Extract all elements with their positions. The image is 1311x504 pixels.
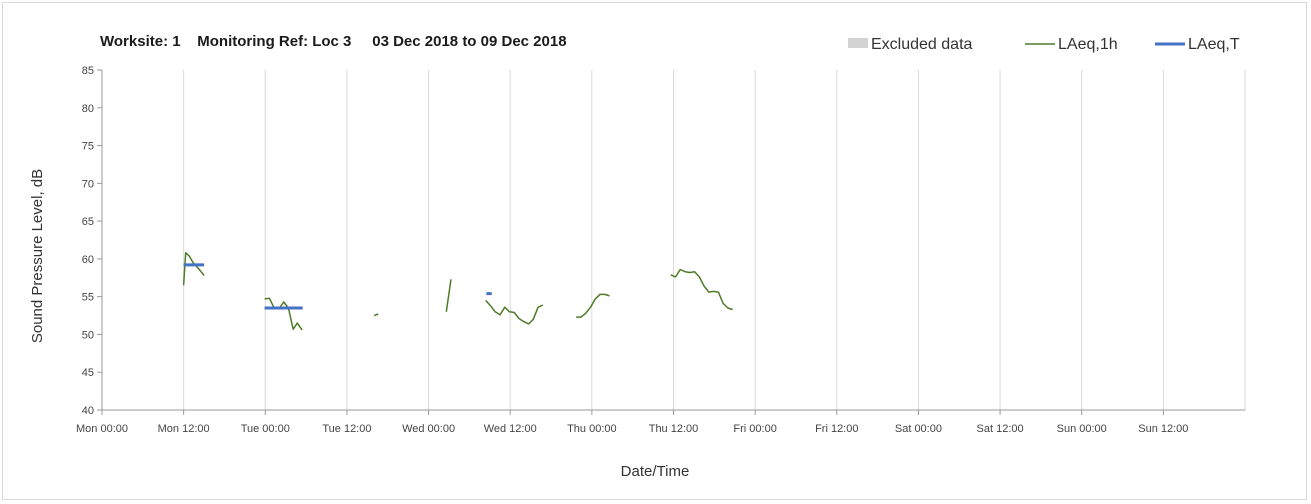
legend-label: LAeq,1h <box>1058 36 1118 53</box>
x-tick-label: Sat 00:00 <box>895 423 942 435</box>
series-layer <box>182 252 733 331</box>
legend-swatch <box>848 38 868 48</box>
legend-label: LAeq,T <box>1188 36 1240 53</box>
laeq-1h-segment <box>445 279 452 312</box>
series-laeq-1h <box>182 252 733 331</box>
y-tick-label: 40 <box>82 405 94 417</box>
legend-label: Excluded data <box>871 36 973 53</box>
series-laeq-t <box>183 263 492 310</box>
x-tick-label: Tue 00:00 <box>241 423 290 435</box>
x-tick-label: Wed 00:00 <box>402 423 455 435</box>
laeq-1h-segment <box>373 313 379 317</box>
x-axis-title: Date/Time <box>621 463 690 480</box>
legend-item: Excluded data <box>848 36 973 53</box>
y-tick-label: 75 <box>82 141 94 153</box>
laeq-1h-segment <box>670 268 733 311</box>
x-tick-label: Mon 00:00 <box>76 423 128 435</box>
y-tick-label: 55 <box>82 292 94 304</box>
laeq-1h-segment <box>264 297 303 331</box>
x-tick-labels: Mon 00:00 Mon 12:00 Tue 00:00 Tue 12:00 Wed … <box>76 410 1188 435</box>
y-tick-label: 60 <box>82 254 94 266</box>
y-axis-title: Sound Pressure Level, dB <box>29 169 46 343</box>
y-tick-label: 80 <box>82 103 94 115</box>
legend: Excluded data LAeq,1h LAeq,T <box>848 36 1240 53</box>
y-tick-label: 70 <box>82 178 94 190</box>
legend-item: LAeq,T <box>1155 36 1240 53</box>
legend-item: LAeq,1h <box>1025 36 1118 53</box>
x-tick-label: Sat 12:00 <box>977 423 1024 435</box>
x-tick-label: Tue 12:00 <box>322 423 371 435</box>
x-tick-label: Fri 12:00 <box>815 423 858 435</box>
laeq-1h-segment <box>182 252 205 286</box>
laeq-1h-segment <box>576 293 610 318</box>
x-tick-label: Wed 12:00 <box>484 423 537 435</box>
x-tick-label: Sun 00:00 <box>1057 423 1107 435</box>
x-tick-label: Mon 12:00 <box>158 423 210 435</box>
x-tick-label: Thu 00:00 <box>567 423 617 435</box>
laeq-1h-segment <box>485 299 544 325</box>
y-tick-labels: 40 45 50 55 60 65 70 75 80 85 <box>82 65 102 417</box>
chart-title: Worksite: 1 Monitoring Ref: Loc 3 03 Dec… <box>100 33 567 50</box>
y-tick-label: 65 <box>82 216 94 228</box>
y-tick-label: 85 <box>82 65 94 77</box>
y-tick-label: 45 <box>82 367 94 379</box>
y-tick-label: 50 <box>82 329 94 341</box>
gridlines <box>183 70 1246 410</box>
x-tick-label: Sun 12:00 <box>1138 423 1188 435</box>
x-tick-label: Fri 00:00 <box>733 423 776 435</box>
x-tick-label: Thu 12:00 <box>649 423 699 435</box>
